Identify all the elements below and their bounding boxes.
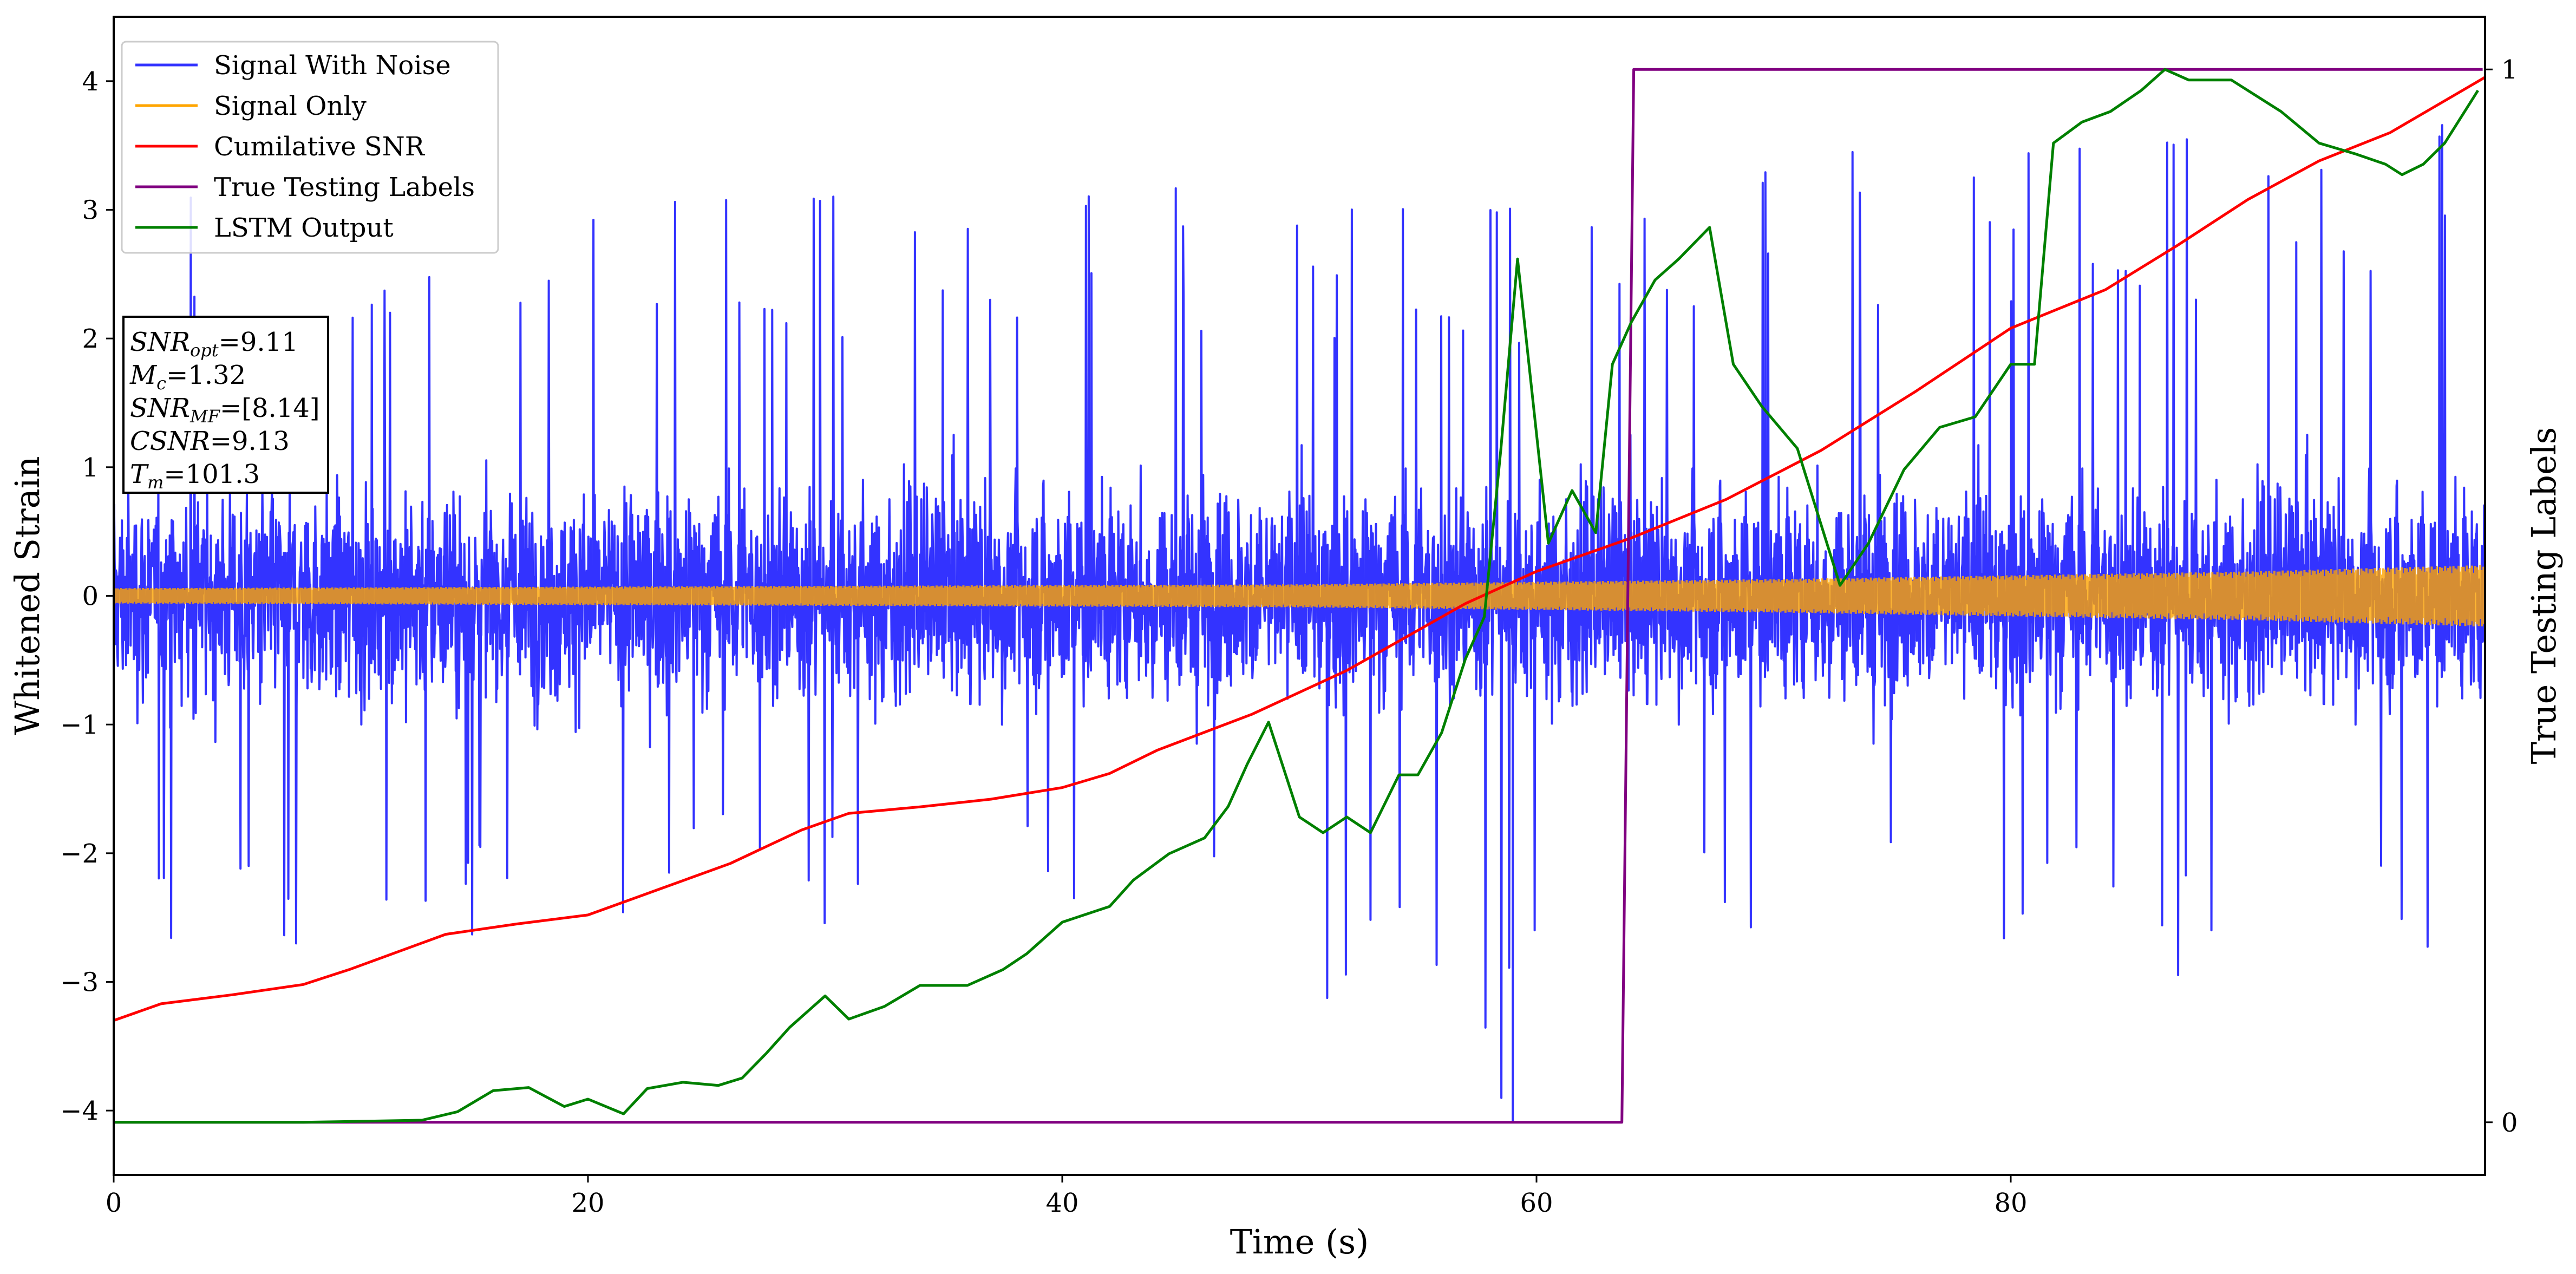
stats-value-snr-opt: =9.11 xyxy=(219,327,298,357)
y-tick-label-2: −2 xyxy=(60,839,99,869)
legend-label-true-testing-labels: True Testing Labels xyxy=(214,172,475,202)
y2-axis-label: True Testing Labels xyxy=(2524,427,2564,765)
legend-label-cumilative-snr: Cumilative SNR xyxy=(214,132,426,162)
y2-tick-label-1: 1 xyxy=(2501,55,2518,85)
y-tick-label-7: 3 xyxy=(82,195,99,226)
series-line-signal-only xyxy=(114,565,2485,626)
stats-sym-snr-opt: SNR xyxy=(130,327,190,357)
legend-entry-cumilative-snr: Cumilative SNR xyxy=(135,132,426,162)
y-tick-label-6: 2 xyxy=(82,324,99,354)
x-tick-label-2: 40 xyxy=(1045,1188,1078,1218)
legend-entry-signal-only: Signal Only xyxy=(135,91,367,121)
stats-line-tm: Tm=101.3 xyxy=(130,459,260,493)
legend-box xyxy=(121,41,499,254)
stats-value-snr-mf: =[8.14] xyxy=(220,393,320,423)
series-line-signal-with-noise xyxy=(114,124,2485,1123)
stats-sub-mc: c xyxy=(156,373,166,394)
series-line-lstm-output xyxy=(114,68,2480,1124)
legend-label-signal-with-noise: Signal With Noise xyxy=(214,50,451,81)
stats-value-csnr: =9.13 xyxy=(210,426,290,456)
stats-sym-mc: M xyxy=(129,360,158,390)
series-line-cumilative-snr xyxy=(114,76,2485,1022)
legend-label-signal-only: Signal Only xyxy=(214,91,367,121)
legend: Signal With Noise Signal Only Cumilative… xyxy=(121,41,499,254)
legend-entry-lstm-output: LSTM Output xyxy=(135,213,394,243)
legend-label-lstm-output: LSTM Output xyxy=(214,213,394,243)
stats-box xyxy=(122,316,329,494)
legend-entry-signal-with-noise: Signal With Noise xyxy=(135,50,451,81)
series-line-true-testing-labels xyxy=(114,68,2483,1124)
stats-line-mc: Mc=1.32 xyxy=(129,360,246,394)
stats-value-tm: =101.3 xyxy=(164,459,260,489)
x-tick-label-4: 80 xyxy=(1994,1188,2027,1218)
stats-sub-snr-opt: opt xyxy=(190,340,219,361)
y-tick-label-1: −3 xyxy=(60,968,99,998)
x-tick-label-3: 60 xyxy=(1520,1188,1553,1218)
x-tick-label-0: 0 xyxy=(106,1188,122,1218)
y-tick-label-3: −1 xyxy=(60,710,99,740)
stats-sym-tm: T xyxy=(130,459,149,489)
stats-sym-snr-mf: SNR xyxy=(130,393,190,423)
y-axis-label: Whitened Strain xyxy=(8,456,47,735)
legend-entry-true-testing-labels: True Testing Labels xyxy=(135,172,475,202)
x-axis-label: Time (s) xyxy=(1230,1222,1369,1262)
y2-tick-label-0: 0 xyxy=(2501,1108,2518,1138)
series-layer xyxy=(114,68,2485,1124)
y-tick-label-5: 1 xyxy=(82,453,99,483)
stats-value-mc: =1.32 xyxy=(166,360,246,390)
stats-sub-snr-mf: MF xyxy=(189,406,221,427)
stats-line-snr-opt: SNRopt=9.11 xyxy=(130,327,298,361)
stats-sub-tm: m xyxy=(147,472,164,493)
y-tick-label-4: 0 xyxy=(82,582,99,612)
stats-line-csnr: CSNR=9.13 xyxy=(130,426,290,456)
stats-annotation: SNRopt=9.11 Mc=1.32 SNRMF=[8.14] CSNR=9.… xyxy=(122,316,329,494)
stats-sym-csnr: CSNR xyxy=(130,426,210,456)
stats-line-snr-mf: SNRMF=[8.14] xyxy=(130,393,320,427)
y-tick-label-0: −4 xyxy=(60,1096,99,1126)
x-tick-label-1: 20 xyxy=(571,1188,604,1218)
y-tick-label-8: 4 xyxy=(82,67,99,97)
